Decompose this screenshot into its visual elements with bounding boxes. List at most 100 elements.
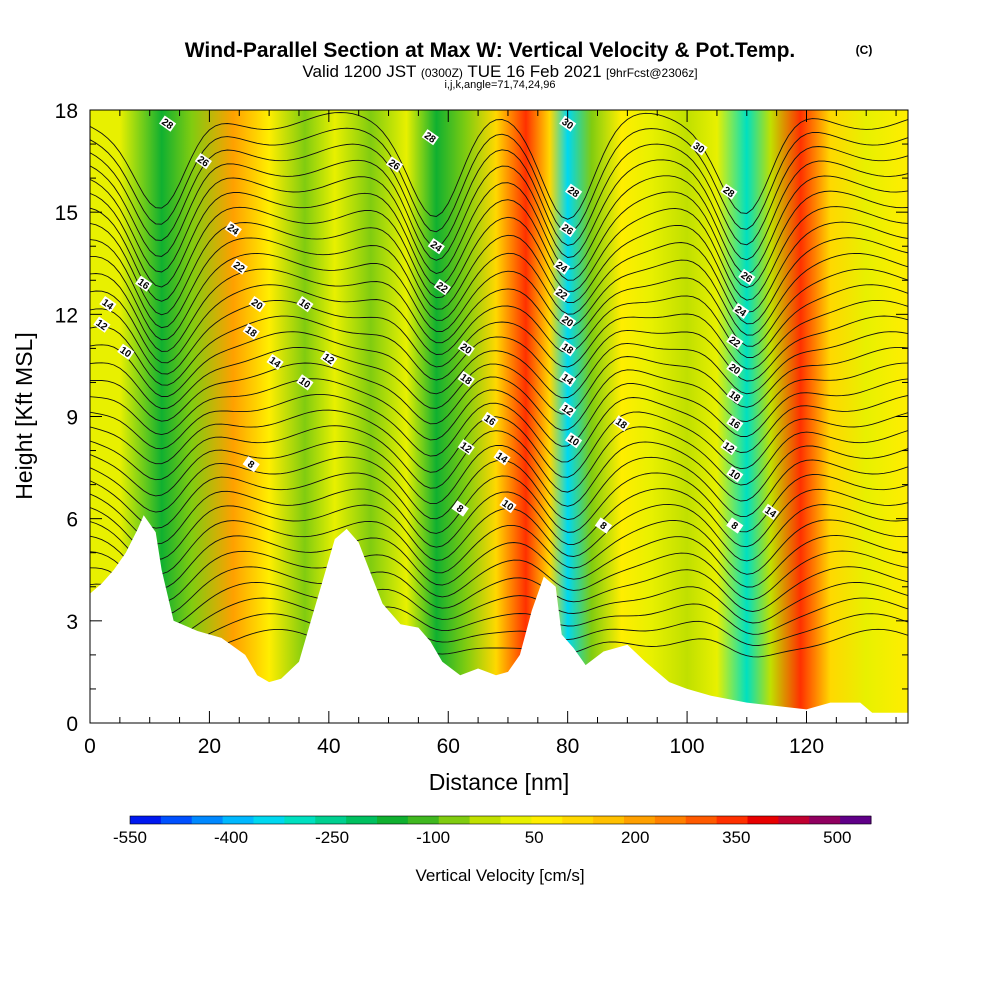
theta-label-bg — [266, 353, 284, 371]
theta-label: 22 — [433, 278, 451, 296]
x-tick-label: 100 — [670, 735, 705, 758]
colorbar-tick-label: 500 — [823, 828, 851, 847]
theta-label: 18 — [612, 415, 631, 432]
colorbar-swatch — [500, 816, 532, 824]
theta-contour-line — [90, 315, 908, 386]
theta-label: 22 — [230, 258, 248, 275]
colorbar-tick-label: -550 — [113, 828, 147, 847]
y-axis-label: Height [Kft MSL] — [11, 332, 37, 499]
colorbar-swatch — [562, 816, 594, 824]
theta-label-bg — [421, 129, 439, 146]
theta-label: 10 — [499, 496, 517, 514]
theta-label-bg — [559, 370, 577, 388]
theta-label-bg — [553, 258, 571, 275]
theta-label-bg — [135, 275, 153, 292]
theta-contour-line — [90, 488, 908, 548]
theta-label: 30 — [559, 115, 577, 132]
theta-contour-line — [90, 127, 908, 234]
theta-contour-line — [90, 613, 908, 652]
theta-contour-line — [90, 252, 908, 341]
theta-contour-line — [90, 425, 908, 493]
y-tick-label: 0 — [66, 713, 78, 736]
colorbar-tick-label: -100 — [416, 828, 450, 847]
colorbar-swatch — [253, 816, 285, 824]
theta-label-text: 8 — [245, 459, 256, 471]
theta-label-bg — [726, 415, 744, 432]
theta-label-bg — [385, 156, 404, 173]
theta-label-bg — [457, 340, 475, 357]
theta-label-bg — [99, 295, 117, 313]
colorbar-swatch — [315, 816, 347, 824]
theta-contour-line — [90, 175, 908, 275]
theta-label-bg — [493, 449, 511, 466]
theta-contour-line — [90, 378, 908, 447]
theta-contour-line — [90, 221, 908, 316]
theta-label: 20 — [457, 340, 475, 357]
y-axis-ticks: 0 3 6 9 12 15 18 — [55, 100, 908, 736]
theta-label: 26 — [559, 221, 577, 238]
theta-label: 26 — [194, 152, 213, 170]
colorbar-swatch — [222, 816, 255, 824]
theta-label: 12 — [720, 439, 738, 456]
chart-title: Wind-Parallel Section at Max W: Vertical… — [185, 39, 796, 62]
theta-label-bg — [690, 139, 708, 156]
theta-label-bg — [117, 343, 135, 360]
theta-contour-line — [90, 346, 908, 415]
theta-label-bg — [427, 238, 445, 255]
theta-label-bg — [762, 503, 780, 521]
theta-contour-line — [90, 597, 908, 640]
x-axis-ticks: 0 20 40 60 80 100 120 — [84, 110, 897, 758]
colorbar-tick-label: -250 — [315, 828, 349, 847]
theta-label: 22 — [553, 285, 571, 303]
colorbar-swatch — [747, 816, 779, 824]
theta-contour-line — [90, 237, 908, 329]
x-axis-label: Distance [nm] — [429, 769, 570, 795]
x-tick-label: 20 — [198, 735, 221, 758]
theta-contour-line — [90, 440, 908, 507]
colorbar-swatch — [778, 816, 810, 824]
theta-contour-line — [90, 159, 908, 261]
theta-label: 18 — [559, 340, 577, 357]
theta-label: 8 — [594, 517, 613, 534]
theta-label-bg — [457, 439, 475, 456]
theta-label-bg — [726, 466, 744, 483]
theta-label: 12 — [93, 316, 111, 333]
colorbar-swatch — [130, 816, 162, 824]
colorbar-swatch — [284, 816, 316, 824]
theta-label: 10 — [117, 343, 135, 361]
theta-label-bg — [320, 350, 338, 367]
theta-label: 8 — [451, 500, 469, 517]
theta-label: 8 — [242, 456, 260, 473]
colorbar-swatch — [685, 816, 718, 824]
theta-label: 12 — [559, 401, 577, 418]
colorbar-label: Vertical Velocity [cm/s] — [415, 866, 584, 885]
chart-title-mark: (C) — [856, 43, 873, 57]
theta-label: 18 — [457, 370, 475, 388]
theta-label: 24 — [224, 221, 242, 238]
x-tick-label: 120 — [789, 735, 824, 758]
colorbar-swatch — [407, 816, 440, 824]
theta-contour-line — [90, 534, 908, 589]
theta-label: 20 — [726, 360, 744, 378]
theta-label-bg — [433, 278, 451, 296]
x-tick-label: 0 — [84, 735, 96, 758]
theta-label-bg — [738, 268, 756, 286]
theta-label: 18 — [726, 387, 744, 405]
colorbar-swatch — [191, 816, 224, 824]
colorbar-tick-label: 50 — [525, 828, 544, 847]
colorbar-swatch — [716, 816, 749, 824]
colorbar-swatch — [809, 816, 841, 824]
theta-label: 24 — [732, 302, 750, 320]
colorbar-tick-label: -400 — [214, 828, 248, 847]
theta-contour-line — [90, 393, 908, 463]
theta-label: 20 — [248, 295, 266, 313]
theta-label-bg — [224, 221, 242, 238]
theta-contour-line — [90, 284, 908, 364]
colorbar-tick-label: 350 — [722, 828, 750, 847]
theta-label-bg — [242, 456, 260, 473]
theta-label: 16 — [135, 275, 153, 292]
theta-label-bg — [194, 152, 213, 170]
colorbar-swatch — [377, 816, 409, 824]
theta-contour-line — [90, 299, 908, 375]
